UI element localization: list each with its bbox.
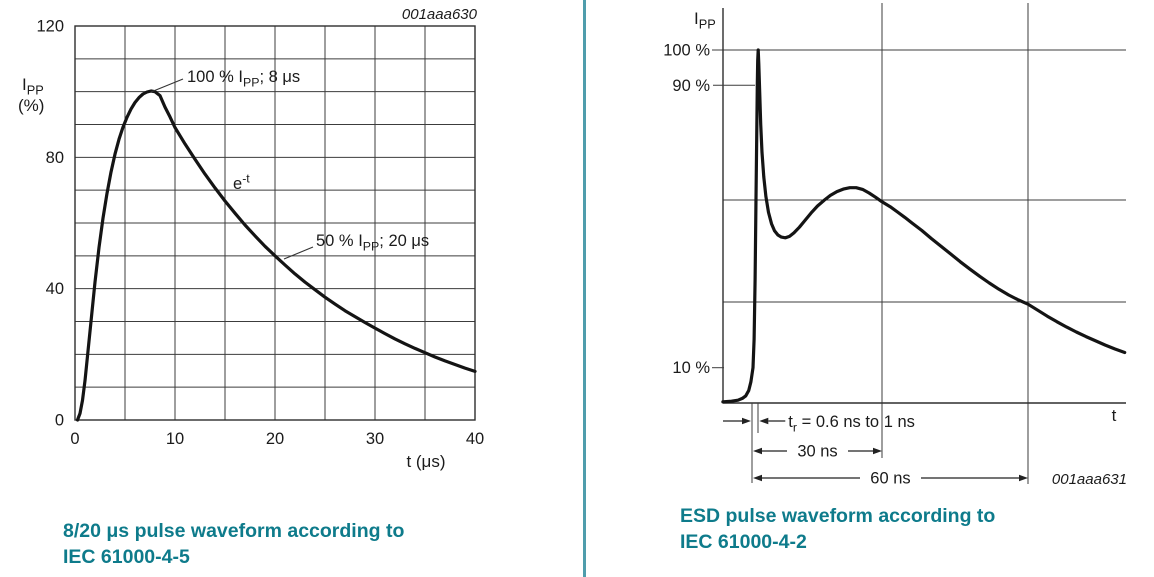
annotation-label: 100 % IPP; 8 μs [187, 68, 300, 90]
dimension-arrowhead [753, 447, 762, 455]
dimension-arrowhead [753, 474, 762, 482]
y-tick-label: 0 [55, 412, 64, 430]
dimension-arrowhead [759, 417, 769, 425]
x-axis-title: t [1112, 406, 1117, 425]
x-axis-title: t (μs) [406, 452, 445, 471]
dimension-arrowhead [1018, 474, 1028, 482]
dimension-label: 30 ns [797, 443, 837, 461]
dimension-label: 60 ns [870, 470, 910, 488]
figure-id: 001aaa631 [1052, 471, 1127, 488]
annotation-leader-line [283, 246, 314, 260]
annotation-leader-line [150, 78, 184, 93]
esd-waveform-curve [721, 48, 1127, 404]
annotation-label: 50 % IPP; 20 μs [316, 232, 429, 254]
caption-line: IEC 61000-4-2 [680, 531, 807, 553]
y-axis-title: (%) [18, 96, 44, 115]
x-tick-label: 40 [466, 430, 484, 448]
figure-id: 001aaa630 [402, 6, 478, 23]
y-tick-label: 40 [46, 280, 64, 298]
caption-line: ESD pulse waveform according to [680, 505, 996, 527]
y-tick-label: 10 % [672, 359, 710, 377]
x-tick-label: 30 [366, 430, 384, 448]
y-tick-label: 100 % [663, 42, 710, 60]
plot-border [74, 25, 476, 421]
caption-line: IEC 61000-4-5 [63, 546, 190, 568]
dimension-arrowhead [742, 417, 751, 425]
y-axis-title: IPP [22, 75, 44, 98]
surge-waveform-curve [75, 89, 477, 422]
y-tick-label: 80 [46, 149, 64, 167]
dimension-arrowhead [873, 447, 882, 455]
y-tick-label: 120 [36, 18, 64, 36]
teal-divider [583, 0, 586, 577]
y-tick-label: 90 % [672, 77, 710, 95]
right-figure-caption: ESD pulse waveform according to IEC 6100… [680, 503, 995, 555]
x-tick-label: 0 [70, 430, 79, 448]
caption-line: 8/20 μs pulse waveform according to [63, 520, 405, 542]
annotation-label: e-t [233, 172, 250, 194]
left-figure-caption: 8/20 μs pulse waveform according to IEC … [63, 518, 404, 570]
x-tick-label: 10 [166, 430, 184, 448]
y-axis-title: IPP [694, 9, 716, 32]
dimension-label: tr = 0.6 ns to 1 ns [788, 413, 915, 435]
x-tick-label: 20 [266, 430, 284, 448]
